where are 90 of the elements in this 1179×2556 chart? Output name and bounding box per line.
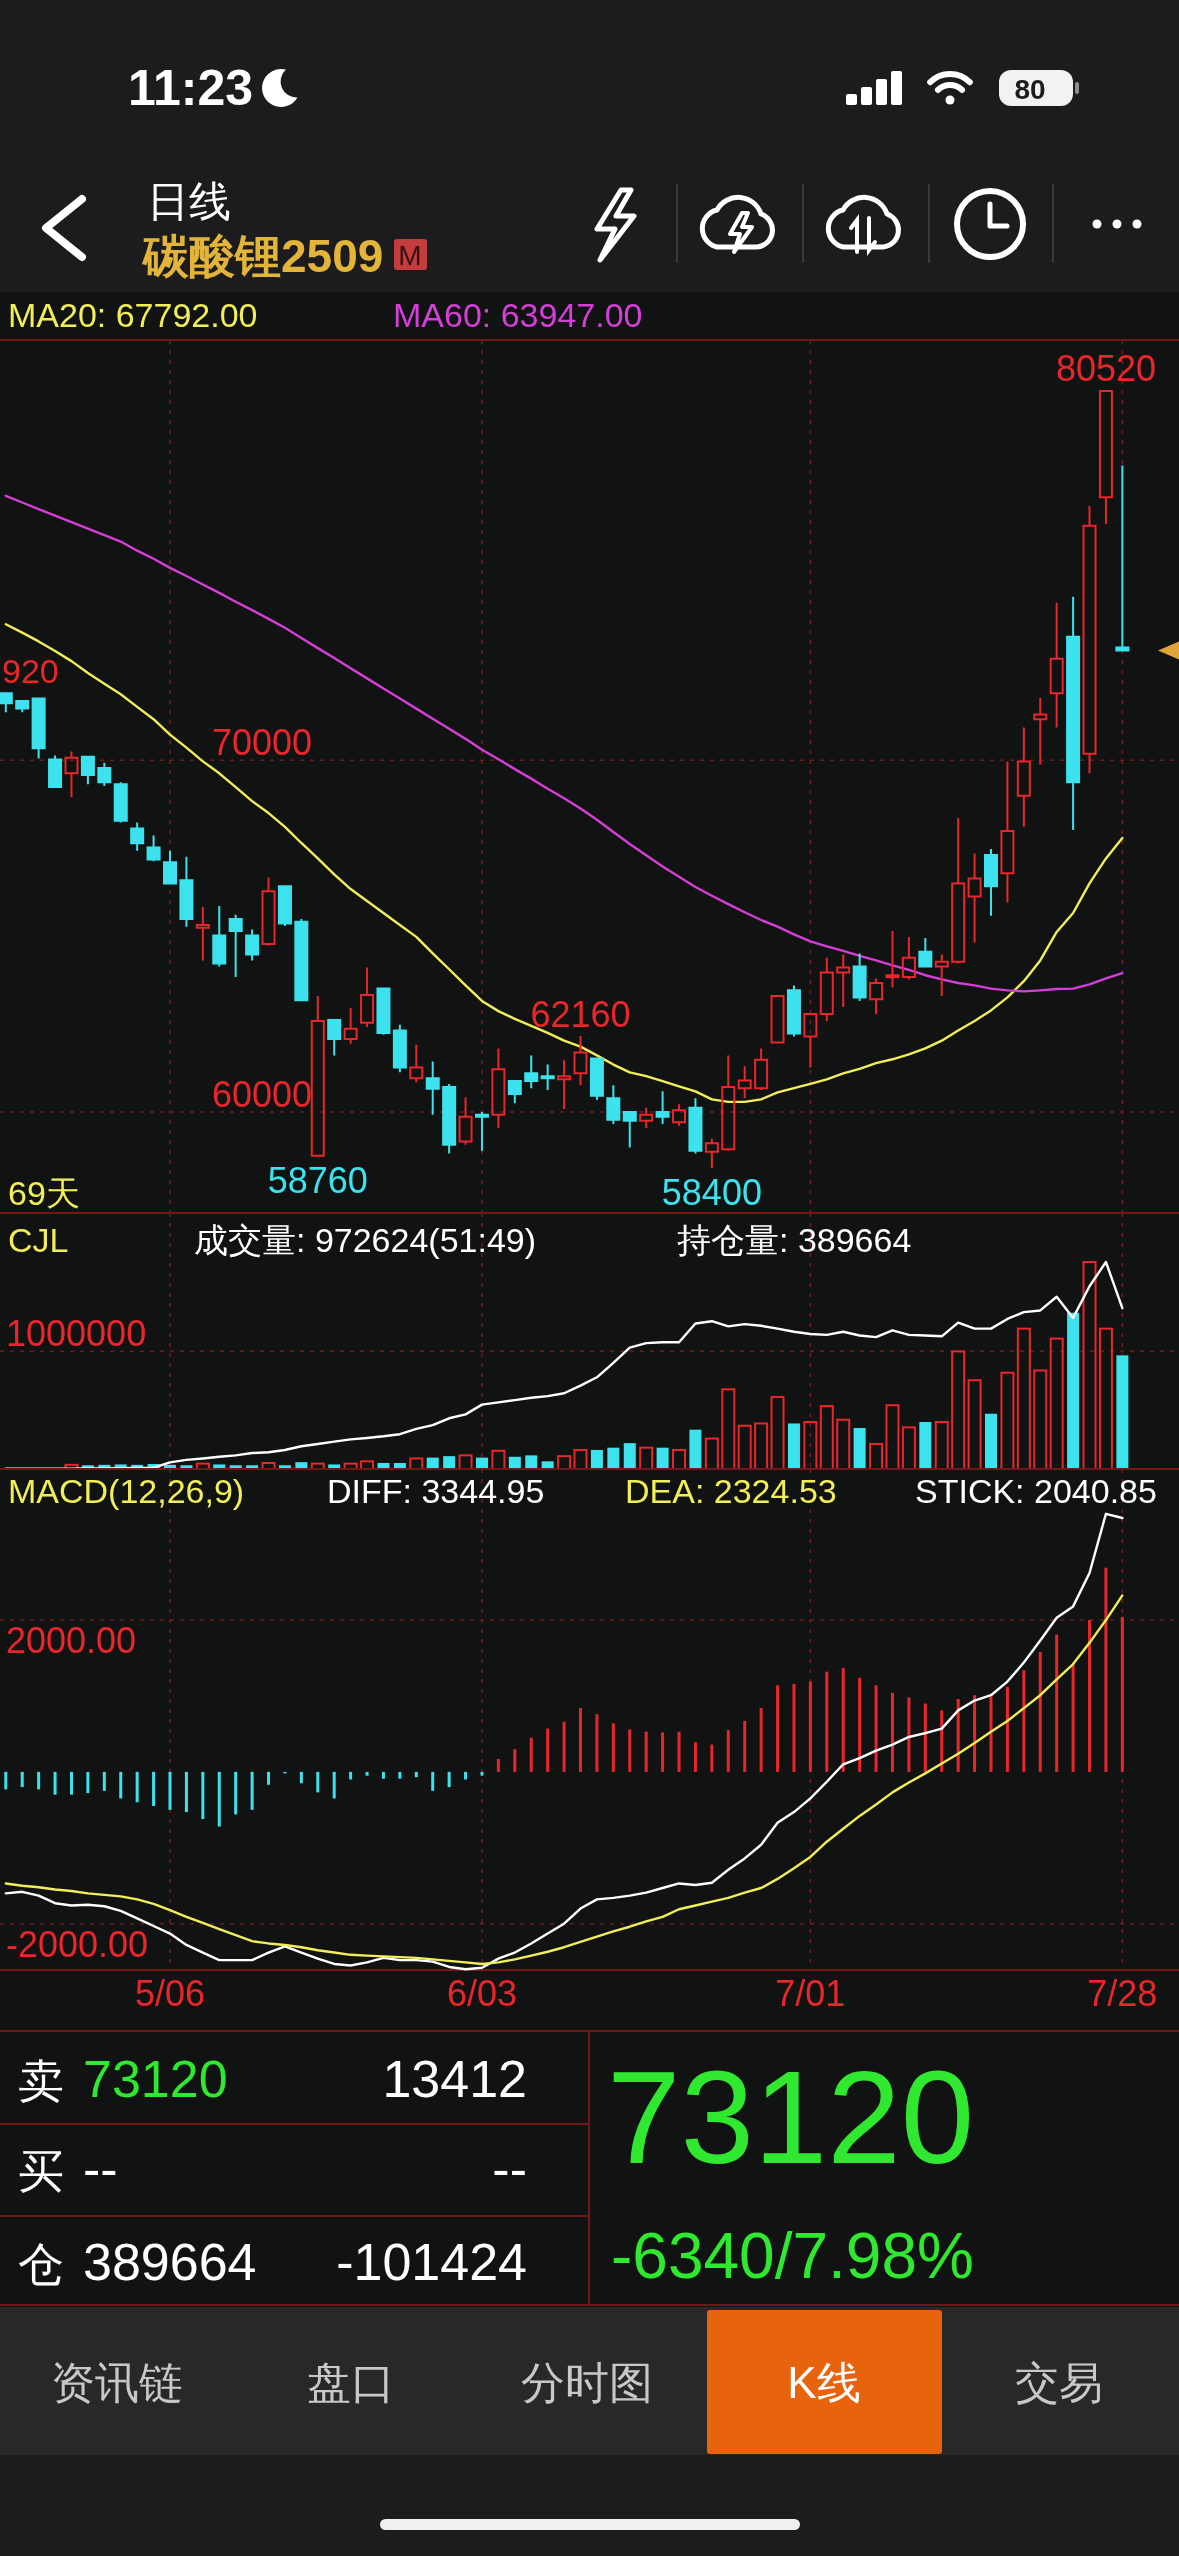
text: -6340/7.98% (611, 2220, 974, 2292)
bar (409, 1457, 424, 1470)
annotation: 1000000 (6, 1313, 147, 1354)
bar (607, 1447, 620, 1469)
chart-subtitle: 日线 (147, 178, 231, 225)
x-tick-label: 7/28 (1087, 1973, 1158, 2014)
bar (310, 1462, 325, 1470)
annotation: 58760 (267, 1159, 368, 1201)
text: 389664 (83, 2233, 257, 2291)
bar (623, 1443, 636, 1469)
annotation: STICK: 2040.85 (915, 1472, 1157, 1510)
text: 仓 (18, 2238, 64, 2290)
bar (819, 1405, 834, 1470)
text: 买 (18, 2145, 64, 2197)
bar (1082, 1261, 1097, 1470)
text: 13412 (382, 2050, 527, 2108)
annotation: 69天 (8, 1174, 80, 1212)
text: -- (83, 2140, 118, 2198)
text: MA20: 67792.00 (8, 296, 258, 334)
text: MA60: 63947.00 (393, 296, 643, 334)
bar (508, 1456, 521, 1469)
bar (525, 1455, 538, 1469)
bar (541, 1461, 554, 1469)
text: 卖 (18, 2055, 64, 2107)
bar (967, 1379, 982, 1470)
bar (1098, 1327, 1113, 1470)
bar (1016, 1327, 1031, 1470)
x-tick-label: 6/03 (446, 1973, 518, 2014)
bar (689, 1429, 702, 1469)
text: 73120 (607, 2044, 975, 2191)
bar (1067, 1312, 1080, 1469)
annotation: 58400 (661, 1172, 762, 1214)
bar (443, 1456, 456, 1469)
text: 盘口 (307, 2358, 395, 2407)
bar (704, 1437, 719, 1470)
bar (656, 1447, 669, 1469)
bar (1116, 1355, 1129, 1469)
x-tick-label: 7/01 (775, 1973, 846, 2014)
bar (919, 1422, 932, 1469)
bar (590, 1449, 603, 1469)
bar (1049, 1337, 1064, 1470)
bar (573, 1448, 588, 1470)
text: -- (492, 2140, 527, 2198)
y-tick-label: 2000.00 (6, 1620, 137, 1662)
bar (721, 1388, 736, 1471)
bar (491, 1449, 506, 1470)
bar (1000, 1371, 1015, 1470)
text: DEA: 2324.53 (625, 1472, 837, 1510)
text: K线 (787, 2358, 861, 2407)
bar (64, 1463, 79, 1470)
bar (737, 1424, 752, 1470)
text: 11:23 (128, 60, 254, 116)
text: 成交量: 972624(51:49) (194, 1221, 537, 1259)
bar (951, 1350, 966, 1470)
bar (639, 1446, 654, 1470)
bar (803, 1421, 818, 1470)
text: DIFF: 3344.95 (327, 1472, 545, 1510)
chart-title: 碳酸锂2509 (141, 230, 384, 282)
y-tick-label: 70000 (212, 722, 313, 764)
y-tick-label: 60000 (212, 1074, 313, 1116)
bar (458, 1454, 473, 1470)
bar (1033, 1369, 1048, 1470)
bar (360, 1460, 375, 1470)
annotation: 62160 (530, 994, 631, 1036)
text: 资讯链 (51, 2358, 183, 2407)
annotation: 80520 (1055, 348, 1157, 390)
bar (195, 1462, 210, 1470)
bar (343, 1462, 358, 1470)
chart-title: MACD(12,26,9) (8, 1472, 245, 1510)
y-tick-label: -2000.00 (6, 1923, 149, 1965)
text: 分时图 (521, 2358, 653, 2407)
bar (787, 1423, 800, 1469)
text: M (398, 240, 422, 271)
bar (901, 1426, 916, 1470)
bar (836, 1418, 851, 1470)
series-label: 持仓量: 389664 (677, 1221, 912, 1259)
bar (853, 1428, 866, 1469)
text: 80 (1014, 74, 1046, 105)
bar (885, 1404, 900, 1470)
bar (770, 1395, 785, 1470)
bar (672, 1448, 687, 1470)
text: 73120 (83, 2050, 228, 2108)
x-tick-label: 5/06 (134, 1973, 206, 2014)
text: 交易 (1015, 2358, 1103, 2407)
bar (934, 1421, 949, 1470)
annotation: 920 (2, 652, 59, 690)
chart-title: CJL (8, 1221, 69, 1259)
bar (869, 1442, 884, 1470)
bar (754, 1422, 769, 1470)
text: -101424 (336, 2233, 527, 2291)
